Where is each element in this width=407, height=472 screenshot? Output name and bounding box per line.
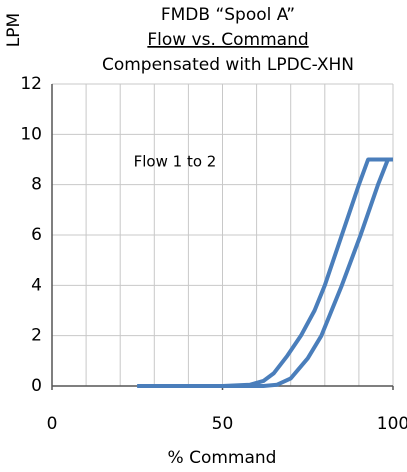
data-line bbox=[137, 157, 393, 388]
y-tick-label: 6 bbox=[31, 225, 42, 245]
chart-title: Flow vs. Command bbox=[147, 30, 308, 50]
x-tick-label: 50 bbox=[212, 414, 234, 434]
data-line bbox=[137, 157, 393, 388]
y-tick-label: 8 bbox=[31, 175, 42, 195]
y-tick-label: 10 bbox=[20, 124, 42, 144]
y-axis-label: LPM bbox=[4, 13, 24, 47]
x-axis-label: % Command bbox=[168, 448, 277, 468]
y-tick-label: 4 bbox=[31, 275, 42, 295]
y-tick-label: 0 bbox=[31, 376, 42, 396]
annotation: Flow 1 to 2 bbox=[134, 153, 217, 171]
y-tick-label: 12 bbox=[20, 74, 42, 94]
y-tick-label: 2 bbox=[31, 326, 42, 346]
chart-title: Compensated with LPDC-XHN bbox=[102, 55, 354, 75]
chart-title: FMDB “Spool A” bbox=[161, 5, 295, 25]
x-tick-label: 100 bbox=[377, 414, 407, 434]
x-tick-label: 0 bbox=[47, 414, 58, 434]
